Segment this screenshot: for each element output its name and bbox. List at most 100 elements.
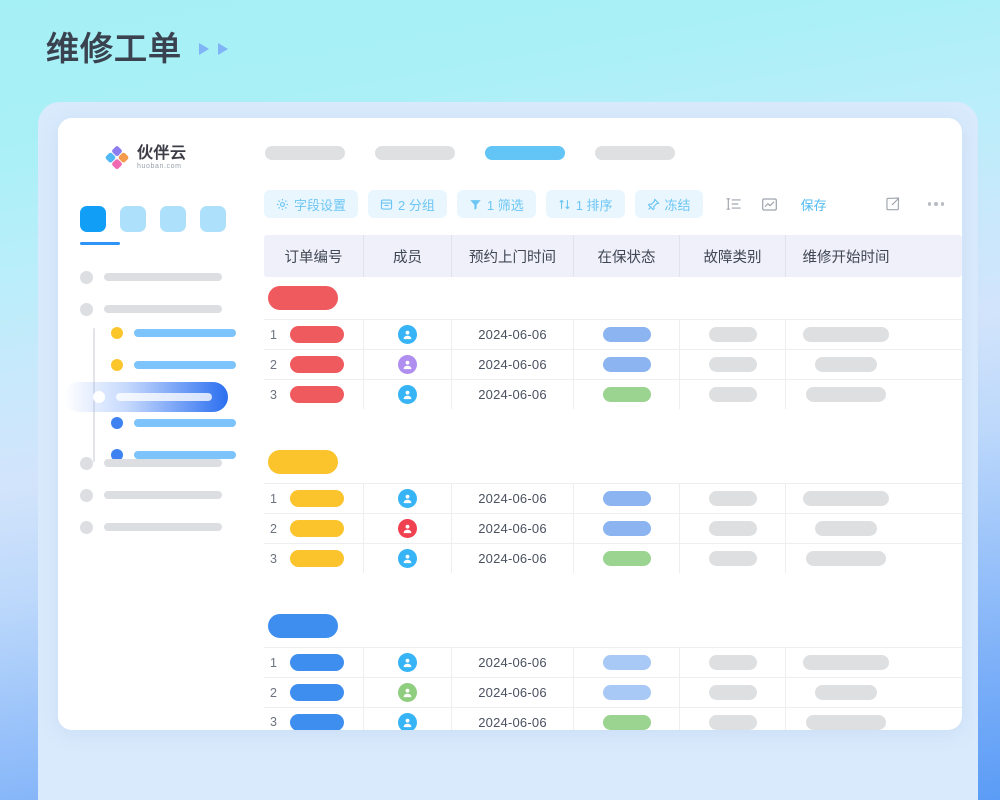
table-row[interactable]: 3 2024-06-06 xyxy=(264,707,962,730)
group-blue-pill xyxy=(268,614,338,638)
group-header-yellow[interactable] xyxy=(264,441,962,483)
sidebar-item-1-dot-icon xyxy=(80,270,93,284)
field-settings-label: 字段设置 xyxy=(294,197,347,213)
view-tab-2[interactable] xyxy=(375,146,455,160)
view-tab-4[interactable] xyxy=(595,146,675,160)
order-id-pill xyxy=(290,713,344,730)
sidebar-item-4[interactable] xyxy=(80,488,240,502)
order-id-pill xyxy=(290,520,344,537)
table-row[interactable]: 2 2024-06-06 xyxy=(264,677,962,707)
column-header-visit-time[interactable]: 预约上门时间 xyxy=(452,235,574,277)
status-badge xyxy=(602,521,651,536)
sidebar-item-2[interactable] xyxy=(80,302,240,316)
pin-icon xyxy=(647,197,660,211)
row-number: 2 xyxy=(270,357,277,372)
table-row[interactable]: 3 2024-06-06 xyxy=(264,543,962,573)
column-header-repair-start[interactable]: 维修开始时间 xyxy=(802,249,890,266)
column-header-order-id[interactable]: 订单编号 xyxy=(264,235,364,277)
filter-label: 1 筛选 xyxy=(486,197,524,213)
order-id-pill xyxy=(290,386,344,403)
group-header-red[interactable] xyxy=(264,277,962,319)
table-header-row: 订单编号 成员 预约上门时间 在保状态 故障类别 维修开始时间 xyxy=(264,235,962,277)
repair-start-placeholder xyxy=(803,491,889,506)
fault-type-placeholder xyxy=(708,655,757,670)
status-badge xyxy=(602,685,651,700)
visit-date: 2024-06-06 xyxy=(478,491,547,506)
row-number: 2 xyxy=(270,685,277,700)
view-tabs xyxy=(265,146,675,160)
app-logo[interactable]: 伙伴云 huoban.com xyxy=(104,145,187,171)
avatar xyxy=(398,653,417,672)
repair-start-placeholder xyxy=(803,327,889,342)
table-row[interactable]: 2 2024-06-06 xyxy=(264,513,962,543)
fault-type-placeholder xyxy=(708,357,757,372)
main-panel: 字段设置 2 分组 1 筛选 xyxy=(256,118,962,730)
order-id-pill xyxy=(290,356,344,373)
sidebar-tab-squares xyxy=(80,206,226,232)
view-tab-3-active[interactable] xyxy=(485,146,565,160)
sidebar-item-1[interactable] xyxy=(80,270,240,284)
sidebar-subitem-3-dot-icon xyxy=(93,391,105,403)
sidebar-subitem-2-dot-icon xyxy=(111,359,123,371)
column-header-warranty[interactable]: 在保状态 xyxy=(574,235,680,277)
logo-domain: huoban.com xyxy=(137,163,182,171)
freeze-button[interactable]: 冻结 xyxy=(634,190,703,218)
column-header-member[interactable]: 成员 xyxy=(364,235,452,277)
sidebar-subitem-4[interactable] xyxy=(111,416,243,430)
order-id-pill xyxy=(290,654,344,671)
fault-type-placeholder xyxy=(708,387,757,402)
group-header-blue[interactable] xyxy=(264,605,962,647)
group-spacer xyxy=(264,573,962,605)
row-number: 2 xyxy=(270,521,277,536)
sort-button[interactable]: 1 排序 xyxy=(545,190,625,218)
sidebar-tab-square-3[interactable] xyxy=(160,206,186,232)
sidebar-subitem-5[interactable] xyxy=(111,448,243,462)
sidebar-item-3-label xyxy=(104,459,222,467)
fault-type-placeholder xyxy=(708,327,757,342)
fault-type-placeholder xyxy=(708,521,757,536)
visit-date: 2024-06-06 xyxy=(478,387,547,402)
avatar xyxy=(398,385,417,404)
data-table: 订单编号 成员 预约上门时间 在保状态 故障类别 维修开始时间 1 2024-0… xyxy=(264,235,962,730)
sidebar-item-3[interactable] xyxy=(80,456,240,470)
visit-date: 2024-06-06 xyxy=(478,357,547,372)
chart-icon[interactable] xyxy=(755,190,785,218)
visit-date: 2024-06-06 xyxy=(478,521,547,536)
table-row[interactable]: 1 2024-06-06 xyxy=(264,319,962,349)
sidebar-item-2-label xyxy=(104,305,222,313)
sidebar-nav-top xyxy=(80,270,240,334)
group-red-pill xyxy=(268,286,338,310)
fault-type-placeholder xyxy=(708,714,757,730)
field-settings-button[interactable]: 字段设置 xyxy=(264,190,359,218)
order-id-pill xyxy=(290,490,344,507)
sidebar-subitem-2[interactable] xyxy=(111,358,243,372)
sidebar-item-5-label xyxy=(104,523,222,531)
table-row[interactable]: 1 2024-06-06 xyxy=(264,647,962,677)
row-height-icon[interactable] xyxy=(719,190,749,218)
sidebar-tab-square-4[interactable] xyxy=(200,206,226,232)
table-row[interactable]: 2 2024-06-06 xyxy=(264,349,962,379)
row-number: 3 xyxy=(270,387,277,402)
fault-type-placeholder xyxy=(708,551,757,566)
page-header: 维修工单 xyxy=(46,32,231,65)
sidebar-tab-square-1[interactable] xyxy=(80,206,106,232)
filter-button[interactable]: 1 筛选 xyxy=(456,190,536,218)
more-dots-icon[interactable] xyxy=(927,202,944,206)
sidebar-subitem-4-dot-icon xyxy=(111,417,123,429)
sidebar-subitem-1[interactable] xyxy=(111,326,243,340)
share-export-icon[interactable] xyxy=(878,190,908,218)
sidebar-item-5[interactable] xyxy=(80,520,240,534)
group-button[interactable]: 2 分组 xyxy=(368,190,447,218)
table-row[interactable]: 3 2024-06-06 xyxy=(264,379,962,409)
save-button[interactable]: 保存 xyxy=(800,197,827,213)
column-header-fault-type[interactable]: 故障类别 xyxy=(680,235,786,277)
sidebar-tab-active-underline xyxy=(80,242,120,245)
sidebar-subitem-3-selected[interactable] xyxy=(64,382,228,412)
sidebar-subitem-4-label xyxy=(134,419,236,427)
huoban-diamond-logo-icon xyxy=(104,145,130,171)
sidebar-tab-square-2[interactable] xyxy=(120,206,146,232)
status-badge xyxy=(602,357,651,372)
sidebar-subitem-1-label xyxy=(134,329,236,337)
table-row[interactable]: 1 2024-06-06 xyxy=(264,483,962,513)
view-tab-1[interactable] xyxy=(265,146,345,160)
